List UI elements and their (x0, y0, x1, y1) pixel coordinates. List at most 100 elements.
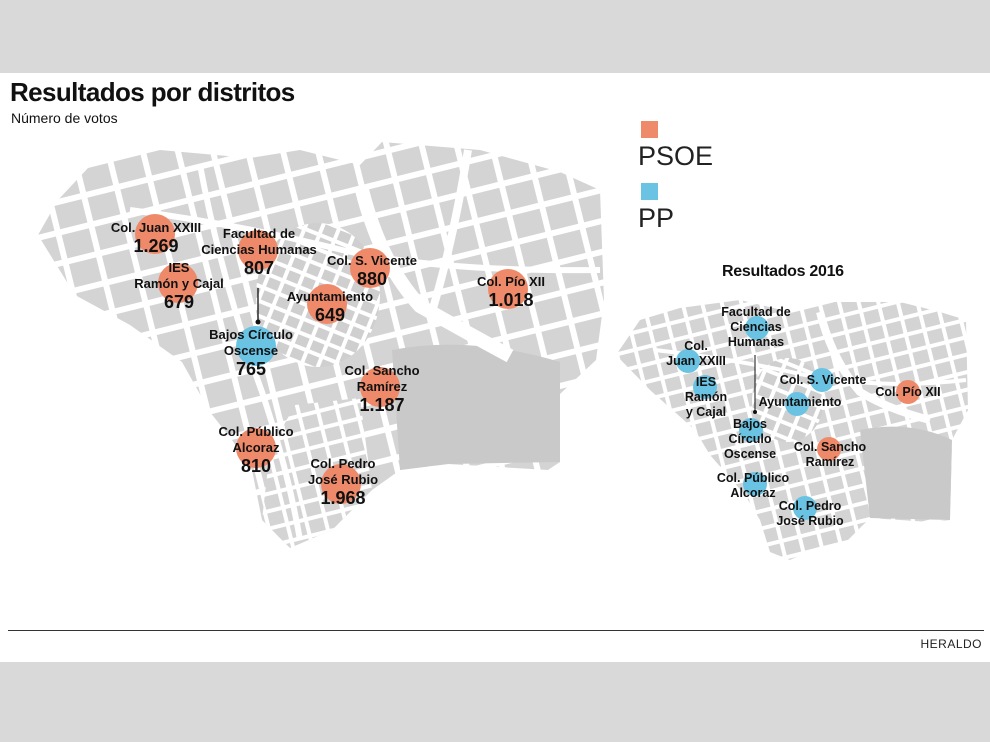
legend-label-psoe: PSOE (638, 141, 714, 171)
district-circle (158, 263, 198, 303)
legend-swatch-psoe (641, 121, 658, 138)
district-2016-circle (810, 368, 834, 392)
district-votes: 1.968 (320, 488, 365, 508)
district-2016-circle (693, 375, 717, 399)
district-circle (488, 269, 528, 309)
district-2016-name: Ramón (685, 390, 727, 404)
district-circle (238, 230, 278, 270)
district-name: Bajos Círculo (209, 327, 293, 342)
district-votes: 880 (357, 269, 387, 289)
district-name: Ciencias Humanas (201, 242, 317, 257)
district-votes: 1.187 (359, 395, 404, 415)
district-2016-col-juan-xxiii: Col.Juan XXIII (666, 339, 726, 373)
main-city-map (38, 142, 604, 548)
district-2016-circle (745, 316, 769, 340)
page-title: Resultados por distritos (10, 77, 295, 107)
district-2016-col-pio-xii: Col. Pío XII (875, 380, 941, 404)
district-votes: 1.018 (488, 290, 533, 310)
district-votes: 765 (236, 359, 266, 379)
page-subtitle: Número de votos (11, 110, 118, 126)
district-2016-circle (817, 437, 841, 461)
district-name: Col. Pío XII (477, 274, 545, 289)
district-circle (307, 284, 347, 324)
district-2016-circle (785, 392, 809, 416)
district-name: Facultad de (223, 226, 295, 241)
district-circle (236, 326, 276, 366)
legend-label-pp: PP (638, 203, 675, 233)
district-name: Col. Sancho (344, 363, 419, 378)
district-2016-name: Juan XXIII (666, 354, 726, 368)
map-2016-title: Resultados 2016 (722, 263, 844, 280)
district-2016-name: Humanas (728, 335, 784, 349)
district-2016-name: Col. Público (717, 471, 790, 485)
district-name: Col. Público (218, 424, 293, 439)
district-2016-name: Col. (684, 339, 708, 353)
footer-rule (8, 630, 984, 631)
district-name: Oscense (224, 343, 278, 358)
district-2016-name: Círculo (728, 432, 771, 446)
district-2016-name: Col. Pío XII (875, 385, 940, 399)
footer-credit: HERALDO (920, 637, 982, 651)
district-votes: 807 (244, 258, 274, 278)
district-circle (321, 464, 361, 504)
district-2016-name: y Cajal (686, 405, 726, 419)
district-2016-circle (743, 472, 767, 496)
district-2016-name: Ramírez (806, 455, 855, 469)
district-2016-name: Col. S. Vicente (780, 373, 867, 387)
district-circle (236, 428, 276, 468)
district-name: Col. Juan XXIII (111, 220, 201, 235)
district-2016-name: Alcoraz (730, 486, 775, 500)
district-2016-name: Ciencias (730, 320, 781, 334)
district-name: Alcoraz (233, 440, 280, 455)
district-name: IES (169, 260, 190, 275)
district-2016-name: Bajos (733, 417, 767, 431)
district-2016-col-s-vicente: Col. S. Vicente (780, 368, 867, 392)
district-2016-name: Oscense (724, 447, 776, 461)
district-circle (350, 248, 390, 288)
district-votes: 810 (241, 456, 271, 476)
district-name: Ramón y Cajal (134, 276, 224, 291)
district-2016-circle (676, 349, 700, 373)
district-votes: 679 (164, 292, 194, 312)
district-2016-circle (793, 496, 817, 520)
district-2016-name: Col. Pedro (779, 499, 842, 513)
district-name: Col. Pedro (310, 456, 375, 471)
district-2016-ayuntamiento: Ayuntamiento (759, 392, 842, 416)
district-name: Ayuntamiento (287, 289, 373, 304)
district-2016-name: Ayuntamiento (759, 395, 842, 409)
leader-dot-2016 (753, 410, 757, 414)
legend-swatch-pp (641, 183, 658, 200)
district-circle (135, 214, 175, 254)
leader-dot (255, 319, 261, 325)
district-name: Col. S. Vicente (327, 253, 417, 268)
district-votes: 1.269 (133, 236, 178, 256)
district-2016-circle (896, 380, 920, 404)
district-circle (360, 367, 400, 407)
district-2016-name: José Rubio (776, 514, 844, 528)
district-name: José Rubio (308, 472, 378, 487)
district-2016-circle (739, 418, 763, 442)
district-2016-name: Col. Sancho (794, 440, 867, 454)
district-2016-name: IES (696, 375, 716, 389)
district-name: Ramírez (357, 379, 408, 394)
district-votes: 649 (315, 305, 345, 325)
